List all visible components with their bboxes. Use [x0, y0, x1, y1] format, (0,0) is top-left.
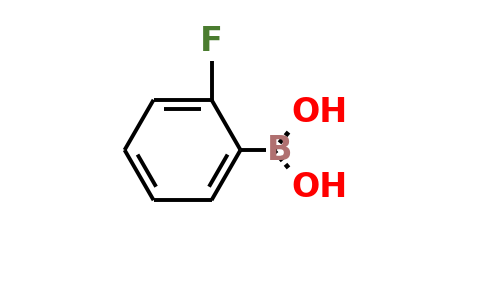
Text: B: B: [267, 134, 293, 166]
Text: F: F: [200, 25, 223, 58]
Text: OH: OH: [291, 96, 348, 129]
Text: OH: OH: [291, 171, 348, 204]
